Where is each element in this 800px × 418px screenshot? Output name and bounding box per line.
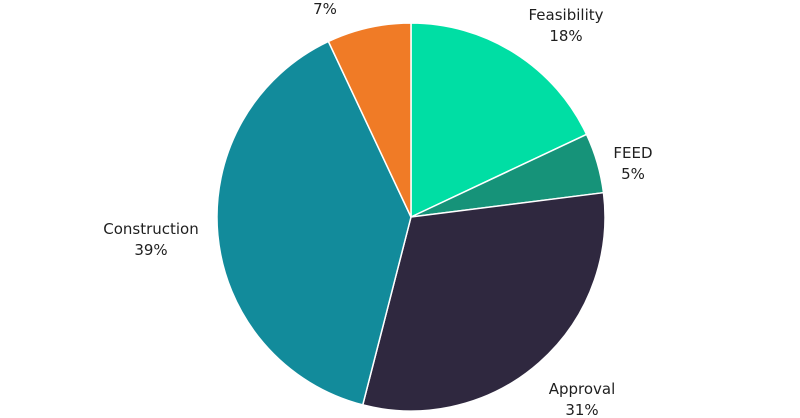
data-label-value: 39% [134, 241, 167, 259]
data-label-value: 7% [313, 0, 337, 18]
data-label-unnamed: 7% [313, 0, 337, 18]
pie-slice-approval [361, 191, 606, 412]
pie-slice-construction [216, 40, 412, 406]
data-label-category: Approval [549, 380, 616, 398]
data-label-value: 5% [621, 165, 645, 183]
data-label-value: 31% [565, 401, 598, 418]
data-label-category: Feasibility [529, 6, 604, 24]
data-label-feasibility: Feasibility 18% [529, 6, 604, 45]
data-label-construction: Construction 39% [103, 220, 199, 259]
pie-slice-feasibility [410, 22, 588, 219]
data-label-category: Construction [103, 220, 199, 238]
data-label-approval: Approval 31% [549, 380, 616, 418]
data-label-value: 18% [549, 27, 582, 45]
data-label-feed: FEED 5% [613, 144, 652, 183]
data-label-category: FEED [613, 144, 652, 162]
pie-labels: Feasibility 18% FEED 5% Approval 31% Construct… [103, 0, 652, 418]
pie-slices [216, 22, 606, 412]
pie-slice-unnamed [327, 22, 412, 218]
